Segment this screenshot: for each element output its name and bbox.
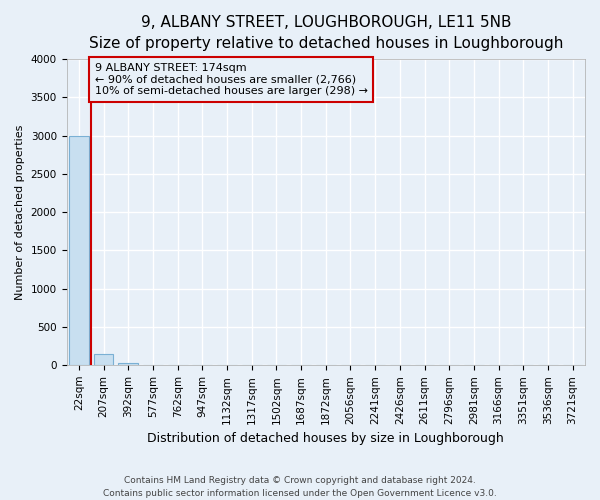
X-axis label: Distribution of detached houses by size in Loughborough: Distribution of detached houses by size … [148, 432, 504, 445]
Y-axis label: Number of detached properties: Number of detached properties [15, 124, 25, 300]
Title: 9, ALBANY STREET, LOUGHBOROUGH, LE11 5NB
Size of property relative to detached h: 9, ALBANY STREET, LOUGHBOROUGH, LE11 5NB… [89, 15, 563, 51]
Bar [94, 354, 113, 365]
Bar [118, 363, 138, 365]
Text: 9 ALBANY STREET: 174sqm
← 90% of detached houses are smaller (2,766)
10% of semi: 9 ALBANY STREET: 174sqm ← 90% of detache… [95, 63, 368, 96]
Bar [69, 136, 89, 365]
Text: Contains HM Land Registry data © Crown copyright and database right 2024.
Contai: Contains HM Land Registry data © Crown c… [103, 476, 497, 498]
